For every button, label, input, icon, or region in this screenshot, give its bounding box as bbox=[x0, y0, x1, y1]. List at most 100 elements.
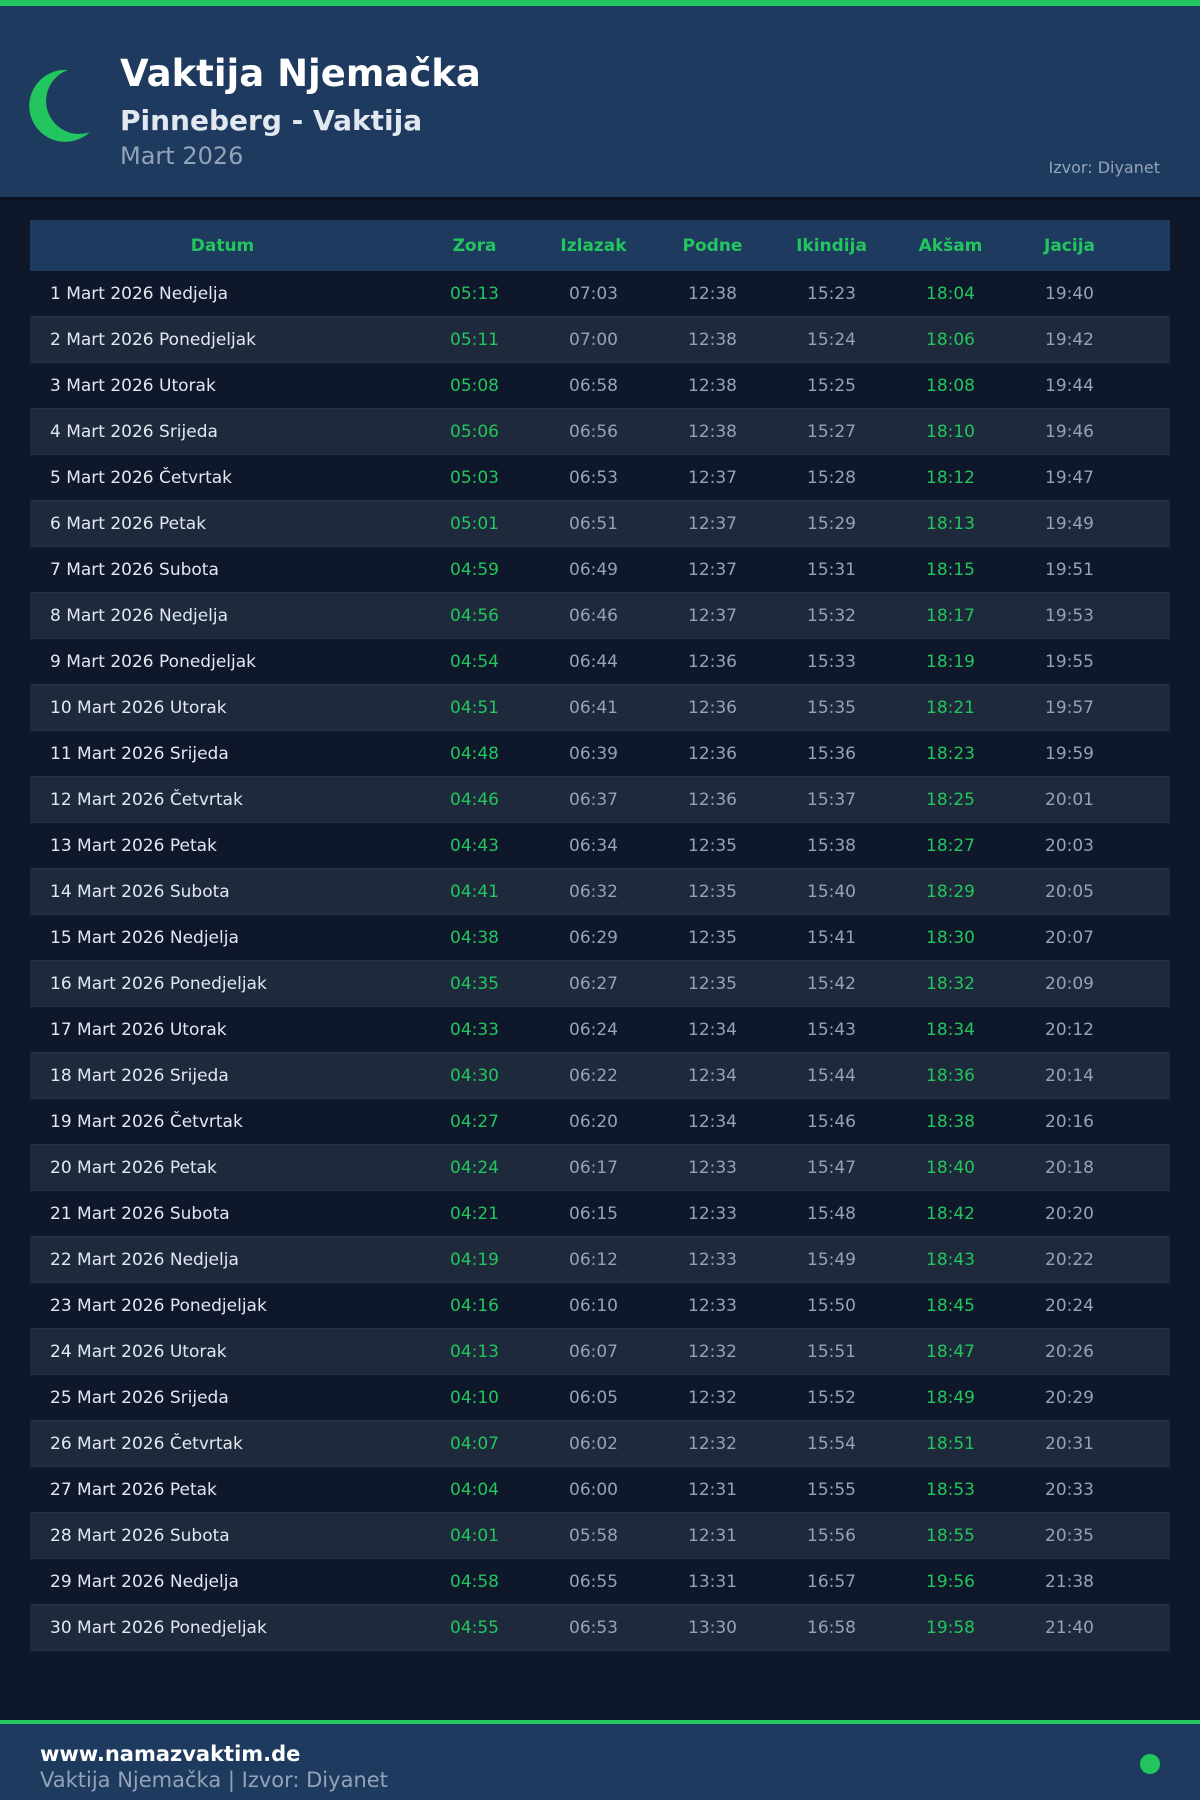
time-cell: 12:35 bbox=[688, 927, 737, 948]
time-cell: 15:55 bbox=[807, 1479, 856, 1500]
time-cell: 06:05 bbox=[569, 1387, 618, 1408]
table-row: 4 Mart 2026 Srijeda 05:06 06:56 12:38 15:27 1… bbox=[30, 409, 1170, 455]
time-cell: 06:49 bbox=[569, 559, 618, 580]
time-cell: 05:58 bbox=[569, 1525, 618, 1546]
time-cell: 18:08 bbox=[926, 375, 975, 396]
time-cell: 12:34 bbox=[688, 1111, 737, 1132]
time-cell: 15:46 bbox=[807, 1111, 856, 1132]
time-cell: 04:16 bbox=[450, 1295, 499, 1316]
time-cell: 12:34 bbox=[688, 1019, 737, 1040]
time-cell: 15:37 bbox=[807, 789, 856, 810]
time-cell: 18:17 bbox=[926, 605, 975, 626]
time-cell: 04:48 bbox=[450, 743, 499, 764]
time-cell: 18:27 bbox=[926, 835, 975, 856]
time-cell: 18:49 bbox=[926, 1387, 975, 1408]
table-row: 17 Mart 2026 Utorak 04:33 06:24 12:34 15:43 1… bbox=[30, 1007, 1170, 1053]
time-cell: 12:37 bbox=[688, 605, 737, 626]
time-cell: 06:29 bbox=[569, 927, 618, 948]
time-cell: 06:20 bbox=[569, 1111, 618, 1132]
time-cell: 06:53 bbox=[569, 1617, 618, 1638]
time-cell: 04:59 bbox=[450, 559, 499, 580]
time-cell: 04:13 bbox=[450, 1341, 499, 1362]
table-row: 5 Mart 2026 Četvrtak 05:03 06:53 12:37 15:28… bbox=[30, 455, 1170, 501]
time-cell: 20:03 bbox=[1045, 835, 1094, 856]
date-cell: 10 Mart 2026 Utorak bbox=[50, 697, 227, 718]
time-cell: 15:33 bbox=[807, 651, 856, 672]
time-cell: 06:37 bbox=[569, 789, 618, 810]
time-cell: 12:35 bbox=[688, 973, 737, 994]
table-row: 27 Mart 2026 Petak 04:04 06:00 12:31 15:55 18… bbox=[30, 1467, 1170, 1513]
table-row: 1 Mart 2026 Nedjelja 05:13 07:03 12:38 15:23… bbox=[30, 271, 1170, 317]
time-cell: 20:12 bbox=[1045, 1019, 1094, 1040]
date-cell: 4 Mart 2026 Srijeda bbox=[50, 421, 218, 442]
time-cell: 04:01 bbox=[450, 1525, 499, 1546]
date-cell: 18 Mart 2026 Srijeda bbox=[50, 1065, 229, 1086]
time-cell: 05:08 bbox=[450, 375, 499, 396]
time-cell: 19:56 bbox=[926, 1571, 975, 1592]
time-cell: 19:58 bbox=[926, 1617, 975, 1638]
crescent-moon-icon bbox=[29, 69, 90, 142]
time-cell: 15:44 bbox=[807, 1065, 856, 1086]
time-cell: 12:33 bbox=[688, 1157, 737, 1178]
time-cell: 12:32 bbox=[688, 1433, 737, 1454]
date-cell: 11 Mart 2026 Srijeda bbox=[50, 743, 229, 764]
time-cell: 21:40 bbox=[1045, 1617, 1094, 1638]
time-cell: 04:24 bbox=[450, 1157, 499, 1178]
time-cell: 19:53 bbox=[1045, 605, 1094, 626]
table-row: 6 Mart 2026 Petak 05:01 06:51 12:37 15:29 18:… bbox=[30, 501, 1170, 547]
time-cell: 15:54 bbox=[807, 1433, 856, 1454]
time-cell: 12:35 bbox=[688, 881, 737, 902]
column-header: Izlazak bbox=[560, 235, 627, 256]
time-cell: 12:33 bbox=[688, 1249, 737, 1270]
time-cell: 04:10 bbox=[450, 1387, 499, 1408]
time-cell: 12:37 bbox=[688, 559, 737, 580]
table-row: 28 Mart 2026 Subota 04:01 05:58 12:31 15:56 1… bbox=[30, 1513, 1170, 1559]
time-cell: 18:25 bbox=[926, 789, 975, 810]
date-cell: 1 Mart 2026 Nedjelja bbox=[50, 283, 229, 304]
time-cell: 18:06 bbox=[926, 329, 975, 350]
time-cell: 15:27 bbox=[807, 421, 856, 442]
column-header: Ikindija bbox=[796, 235, 867, 256]
time-cell: 18:19 bbox=[926, 651, 975, 672]
time-cell: 04:33 bbox=[450, 1019, 499, 1040]
time-cell: 12:38 bbox=[688, 421, 737, 442]
time-cell: 06:46 bbox=[569, 605, 618, 626]
time-cell: 19:51 bbox=[1045, 559, 1094, 580]
column-header: Zora bbox=[452, 235, 497, 256]
time-cell: 06:02 bbox=[569, 1433, 618, 1454]
time-cell: 18:51 bbox=[926, 1433, 975, 1454]
time-cell: 04:35 bbox=[450, 973, 499, 994]
table-row: 29 Mart 2026 Nedjelja 04:58 06:55 13:31 16:5… bbox=[30, 1559, 1170, 1605]
table-row: 10 Mart 2026 Utorak 04:51 06:41 12:36 15:35 1… bbox=[30, 685, 1170, 731]
time-cell: 15:56 bbox=[807, 1525, 856, 1546]
time-cell: 20:14 bbox=[1045, 1065, 1094, 1086]
table-row: 11 Mart 2026 Srijeda 04:48 06:39 12:36 15:36… bbox=[30, 731, 1170, 777]
table-row: 13 Mart 2026 Petak 04:43 06:34 12:35 15:38 18… bbox=[30, 823, 1170, 869]
time-cell: 06:44 bbox=[569, 651, 618, 672]
time-cell: 12:36 bbox=[688, 743, 737, 764]
time-cell: 12:38 bbox=[688, 329, 737, 350]
footer-site-link[interactable]: www.namazvaktim.de bbox=[40, 1742, 301, 1766]
time-cell: 15:48 bbox=[807, 1203, 856, 1224]
time-cell: 15:40 bbox=[807, 881, 856, 902]
time-cell: 04:30 bbox=[450, 1065, 499, 1086]
time-cell: 20:29 bbox=[1045, 1387, 1094, 1408]
time-cell: 15:23 bbox=[807, 283, 856, 304]
table-row: 7 Mart 2026 Subota 04:59 06:49 12:37 15:31 18… bbox=[30, 547, 1170, 593]
time-cell: 18:13 bbox=[926, 513, 975, 534]
time-cell: 15:41 bbox=[807, 927, 856, 948]
table-body: 1 Mart 2026 Nedjelja 05:13 07:03 12:38 15:23… bbox=[30, 271, 1170, 1651]
time-cell: 19:47 bbox=[1045, 467, 1094, 488]
table-row: 25 Mart 2026 Srijeda 04:10 06:05 12:32 15:52… bbox=[30, 1375, 1170, 1421]
status-dot-icon bbox=[1140, 1754, 1160, 1774]
time-cell: 18:15 bbox=[926, 559, 975, 580]
table-row: 9 Mart 2026 Ponedjeljak 04:54 06:44 12:36 15… bbox=[30, 639, 1170, 685]
time-cell: 18:04 bbox=[926, 283, 975, 304]
time-cell: 12:36 bbox=[688, 789, 737, 810]
date-cell: 29 Mart 2026 Nedjelja bbox=[50, 1571, 239, 1592]
time-cell: 18:10 bbox=[926, 421, 975, 442]
date-cell: 8 Mart 2026 Nedjelja bbox=[50, 605, 229, 626]
time-cell: 18:36 bbox=[926, 1065, 975, 1086]
time-cell: 21:38 bbox=[1045, 1571, 1094, 1592]
time-cell: 04:41 bbox=[450, 881, 499, 902]
